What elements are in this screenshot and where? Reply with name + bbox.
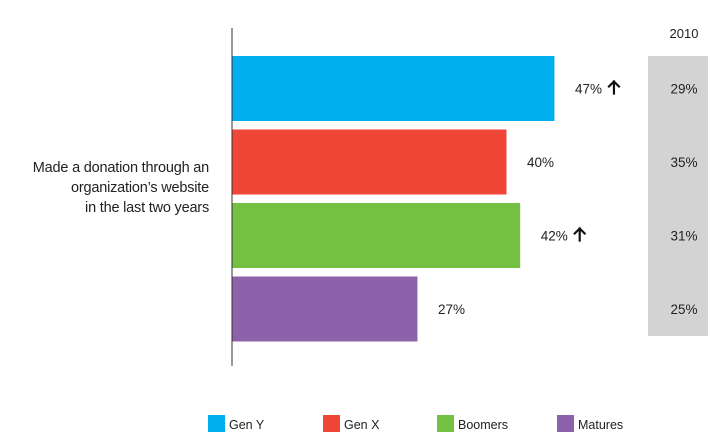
up-arrow-icon-gen-y	[607, 79, 621, 95]
comparison-value-matures: 25%	[670, 302, 697, 317]
legend-label-boomers: Boomers	[458, 418, 508, 432]
category-label: Made a donation through an organization’…	[0, 158, 209, 218]
bar-gen-y	[232, 56, 555, 121]
bar-matures	[232, 276, 418, 342]
comparison-header: 2010	[670, 26, 699, 41]
comparison-value-gen-x: 35%	[670, 155, 697, 170]
legend-swatch-gen-y	[208, 415, 225, 432]
category-label-line-2: organization’s website	[70, 180, 209, 196]
bar-boomers	[232, 203, 521, 268]
legend-label-gen-x: Gen X	[344, 418, 380, 432]
value-label-matures: 27%	[438, 302, 465, 317]
legend-label-matures: Matures	[578, 418, 623, 432]
category-label-line-3: in the last two years	[85, 200, 209, 216]
legend-swatch-boomers	[437, 415, 454, 432]
value-label-gen-y: 47%	[575, 82, 602, 97]
value-label-gen-x: 40%	[527, 155, 554, 170]
bar-gen-x	[232, 129, 507, 195]
value-label-boomers: 42%	[541, 229, 568, 244]
up-arrow-icon-boomers	[573, 226, 587, 242]
legend-swatch-gen-x	[323, 415, 340, 432]
comparison-panel	[648, 56, 708, 336]
category-label-line-1: Made a donation through an	[32, 160, 209, 176]
comparison-value-gen-y: 29%	[670, 82, 697, 97]
legend-swatch-matures	[557, 415, 574, 432]
comparison-value-boomers: 31%	[670, 229, 697, 244]
legend-label-gen-y: Gen Y	[229, 418, 265, 432]
